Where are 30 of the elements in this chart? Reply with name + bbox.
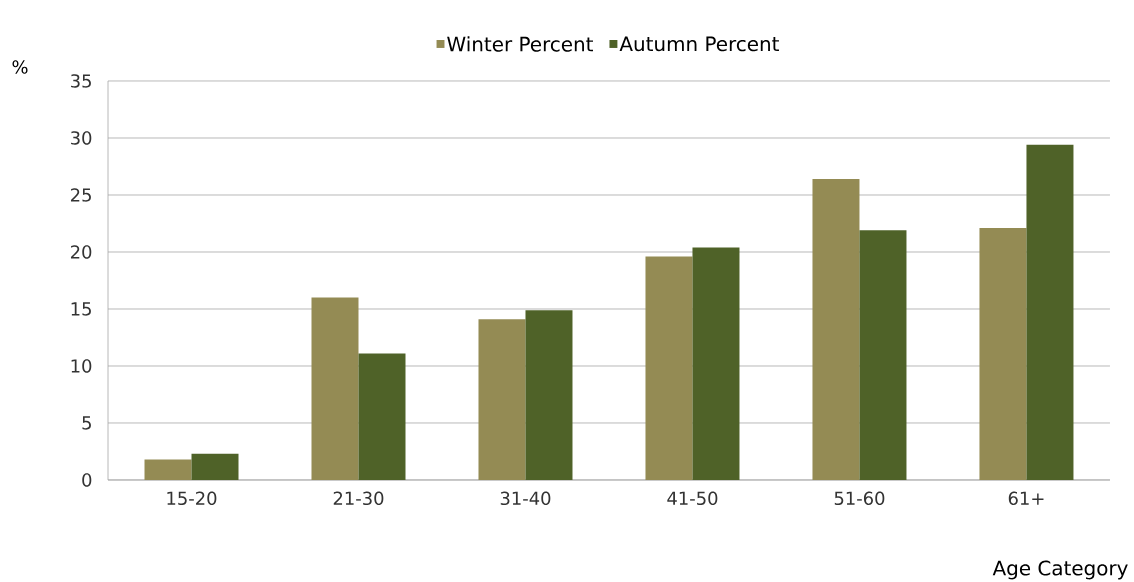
legend-label: Autumn Percent <box>619 36 779 52</box>
y-tick-label: 10 <box>71 359 92 373</box>
y-tick-label: 5 <box>82 416 91 430</box>
legend-label: Winter Percent <box>447 36 593 52</box>
bar <box>979 228 1027 480</box>
y-tick-label: 15 <box>71 302 91 316</box>
bar <box>645 256 693 480</box>
bar <box>144 459 192 480</box>
bar <box>1026 144 1074 480</box>
bar <box>812 179 860 480</box>
bar <box>358 353 406 480</box>
bar <box>859 230 907 480</box>
y-tick-label: 35 <box>71 74 91 88</box>
bar <box>525 310 573 480</box>
x-tick-label: 61+ <box>1008 491 1044 506</box>
x-tick-label: 41-50 <box>667 491 718 506</box>
bar <box>311 297 359 480</box>
y-tick-label: 0 <box>82 473 92 487</box>
bar <box>692 247 740 480</box>
y-axis-title: % <box>12 60 28 74</box>
bar <box>478 319 526 480</box>
bar <box>191 453 239 480</box>
y-tick-label: 30 <box>71 131 92 145</box>
y-tick-label: 25 <box>70 188 91 202</box>
x-tick-label: 15-20 <box>167 491 217 506</box>
x-tick-label: 21-30 <box>333 491 384 506</box>
x-axis-title: Age Category <box>992 560 1128 580</box>
y-tick-label: 20 <box>70 245 92 259</box>
x-tick-label: 31-40 <box>500 491 551 506</box>
x-tick-label: 51-60 <box>834 491 885 506</box>
